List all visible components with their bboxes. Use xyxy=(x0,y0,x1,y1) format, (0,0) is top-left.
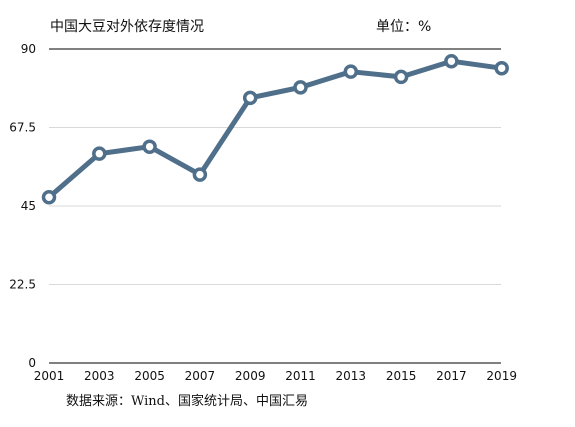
x-tick-label: 2013 xyxy=(336,369,367,383)
data-point xyxy=(444,53,459,69)
x-tick-label: 2001 xyxy=(34,369,65,383)
x-axis-ticks: 2001 2003 2005 2007 2009 2011 2013 2015 2017 2019 xyxy=(34,369,517,383)
series-line xyxy=(46,58,505,200)
x-tick-label: 2015 xyxy=(386,369,417,383)
data-point xyxy=(242,90,258,106)
data-point xyxy=(393,69,409,85)
y-tick-label: 90 xyxy=(21,42,36,56)
chart-title: 中国大豆对外依存度情况 xyxy=(50,19,204,35)
x-tick-label: 2019 xyxy=(486,369,517,383)
data-point xyxy=(142,139,157,154)
y-tick-label: 67.5 xyxy=(9,121,36,135)
x-tick-label: 2017 xyxy=(436,369,467,383)
y-tick-label: 0 xyxy=(28,356,36,370)
data-point xyxy=(494,60,509,76)
y-tick-label: 45 xyxy=(21,199,36,213)
grid-lines xyxy=(49,48,501,364)
x-tick-label: 2011 xyxy=(285,369,316,383)
unit-label: 单位：% xyxy=(376,19,432,35)
x-tick-label: 2007 xyxy=(185,369,216,383)
x-tick-label: 2003 xyxy=(84,369,115,383)
data-point xyxy=(293,80,308,95)
x-tick-label: 2009 xyxy=(235,369,266,383)
data-point xyxy=(343,64,359,79)
data-point xyxy=(41,190,57,205)
y-axis-ticks: 90 67.5 45 22.5 0 xyxy=(9,42,36,370)
data-point xyxy=(192,167,208,182)
x-tick-label: 2005 xyxy=(134,369,165,383)
series-layer xyxy=(41,53,509,205)
source-note: 数据来源：Wind、国家统计局、中国汇易 xyxy=(66,394,308,409)
data-point xyxy=(92,146,107,161)
y-tick-label: 22.5 xyxy=(9,278,36,292)
